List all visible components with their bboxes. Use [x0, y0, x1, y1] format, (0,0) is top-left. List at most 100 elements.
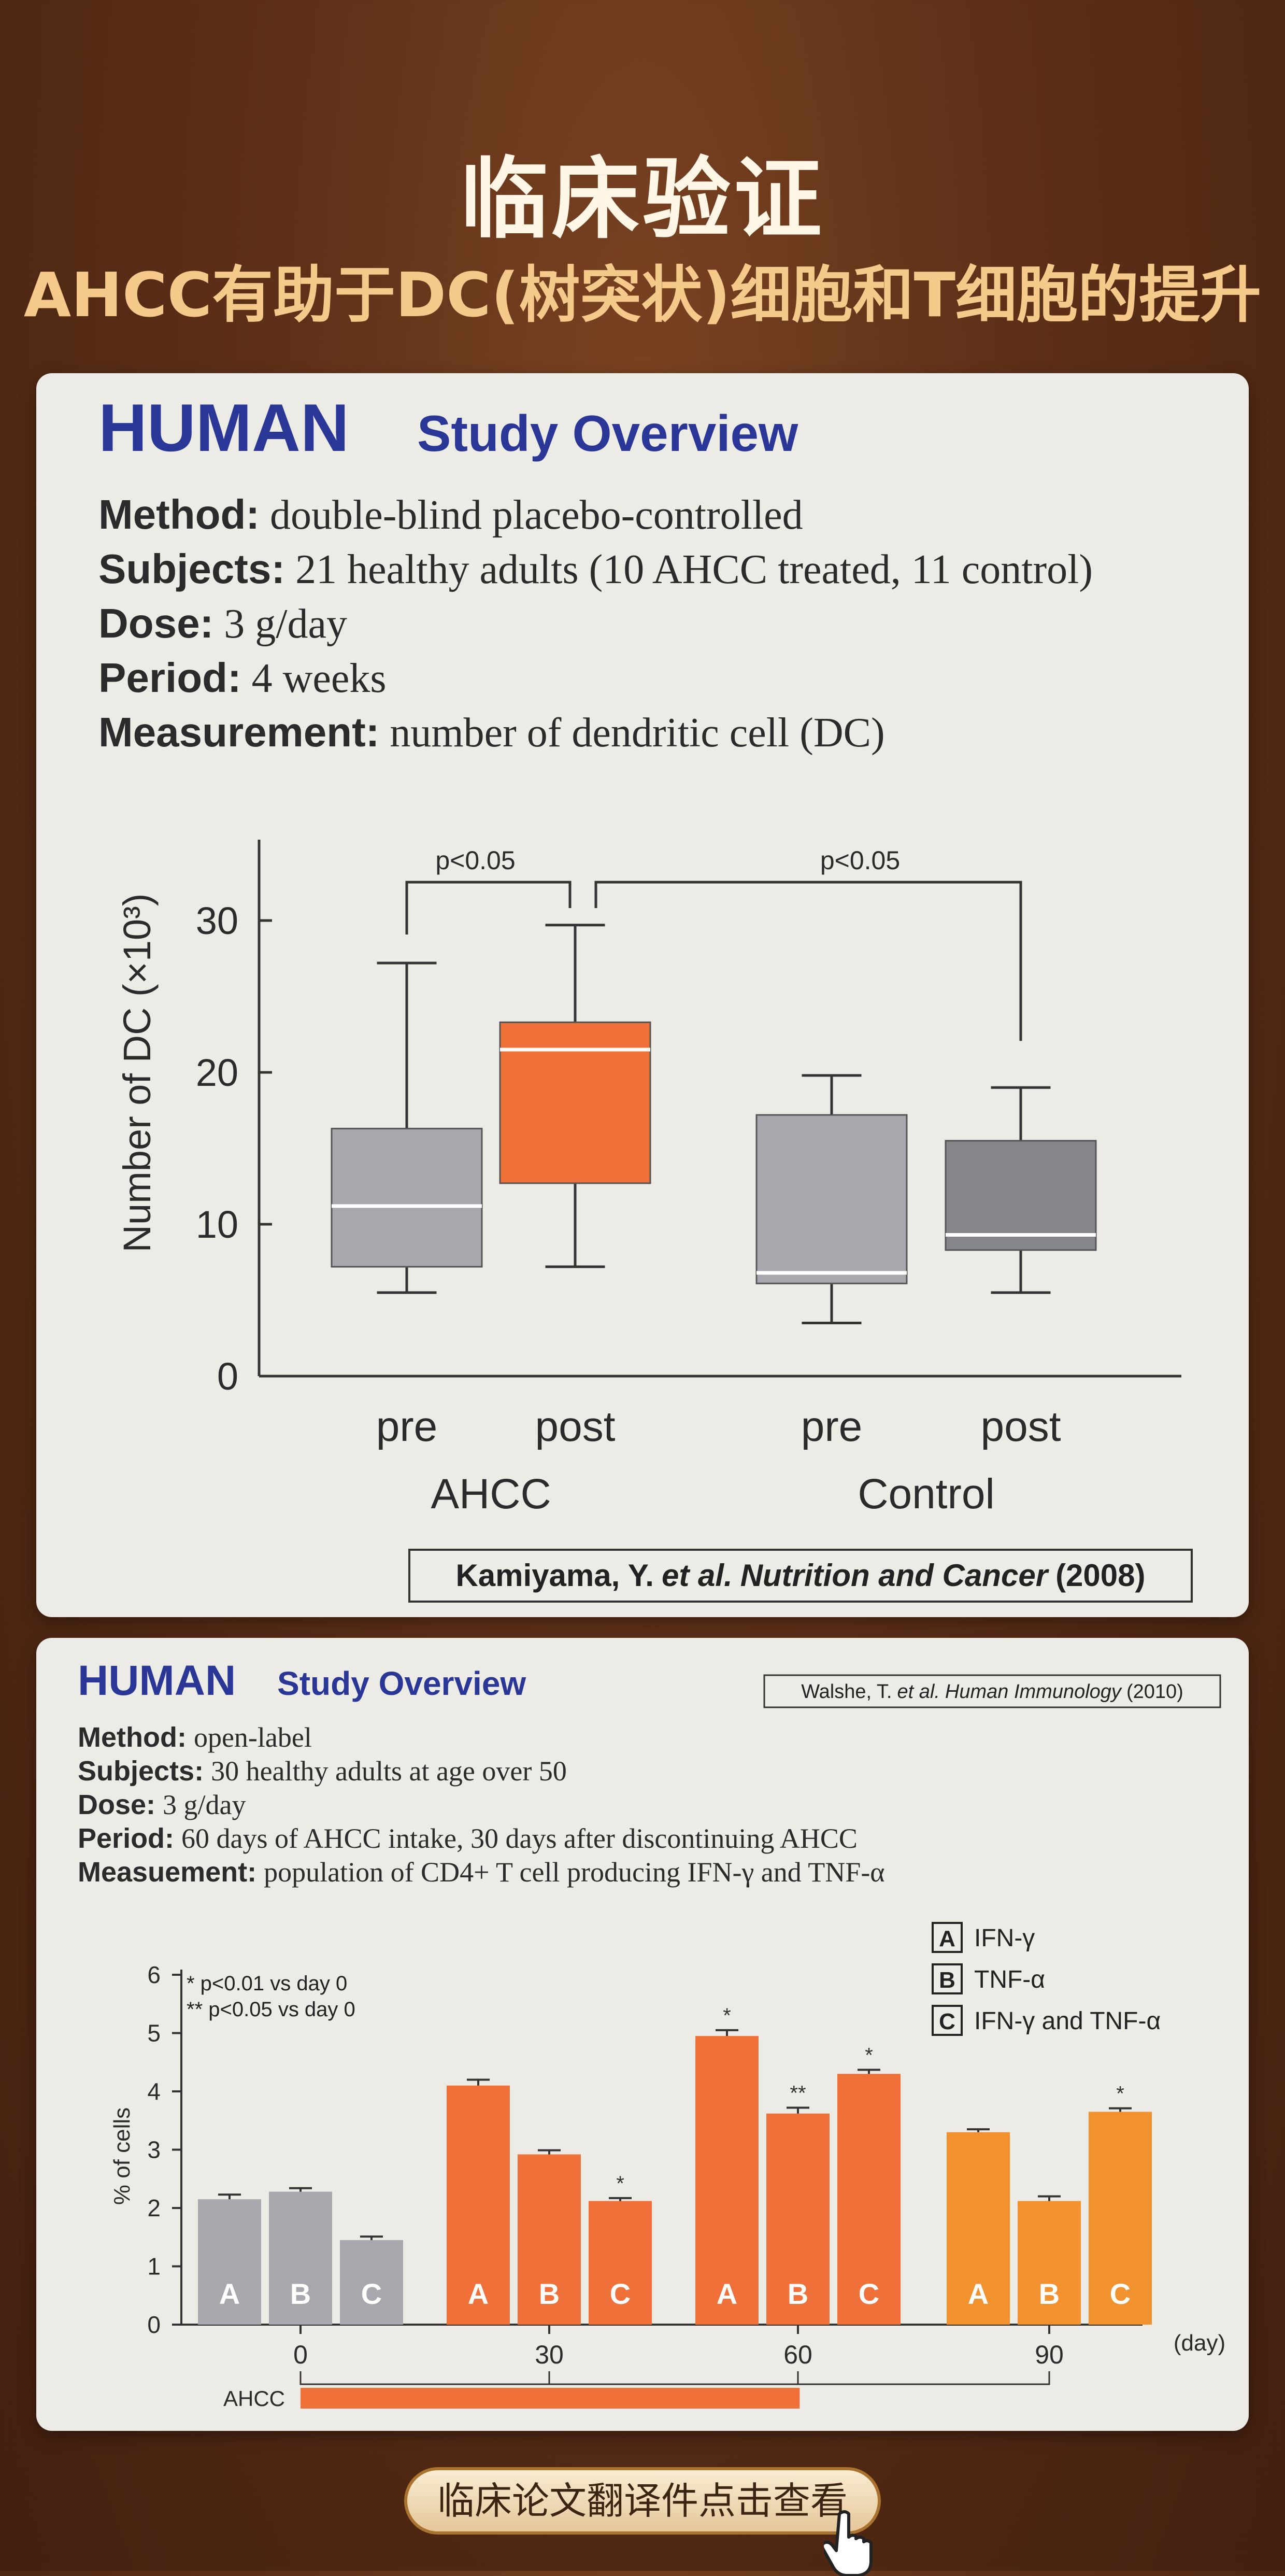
- sig-marker: *: [723, 2004, 731, 2027]
- page-subtitle: AHCC有助于DC(树突状)细胞和T细胞的提升: [23, 259, 1262, 331]
- box-ahcc-post: [499, 1021, 651, 1184]
- legend-key-C: C: [939, 2009, 955, 2034]
- study1-heading-rest: Study Overview: [417, 405, 798, 462]
- x-tick-label: post: [981, 1403, 1061, 1450]
- study1-heading-human: HUMAN: [98, 390, 349, 465]
- y-tick-label: 4: [147, 2078, 161, 2105]
- study-card-dc: HUMAN Study Overview Method: double-blind…: [36, 373, 1249, 1617]
- y-tick-label: 5: [147, 2020, 161, 2047]
- page-title: 临床验证: [460, 148, 825, 251]
- study2-note-1: * p<0.01 vs day 0: [187, 1972, 347, 1995]
- page-header: 临床验证 AHCC有助于DC(树突状)细胞和T细胞的提升: [0, 155, 1285, 325]
- study1-period-label: Period:: [98, 655, 241, 701]
- y-tick-label: 30: [196, 899, 238, 942]
- sig-marker: *: [1116, 2083, 1124, 2105]
- bar-day0-C: [340, 2240, 403, 2325]
- bar-key-label: C: [859, 2277, 879, 2310]
- legend-label: TNF-α: [974, 1966, 1045, 1993]
- study1-subjects-label: Subjects:: [98, 546, 285, 592]
- study1-period: Period: 4 weeks: [98, 655, 387, 701]
- group-label-control: Control: [858, 1470, 994, 1518]
- study1-measurement-value: number of dendritic cell (DC): [390, 710, 884, 756]
- study2-subjects: Subjects: 30 healthy adults at age over 5…: [78, 1756, 567, 1787]
- x-tick-label: post: [535, 1403, 616, 1450]
- legend-key-box: [932, 1963, 963, 1994]
- study1-method: Method: double-blind placebo-controlled: [98, 491, 803, 538]
- study2-citation-box: [763, 1674, 1221, 1708]
- bar-day90-C: [1089, 2112, 1152, 2325]
- sig-bracket-1: [405, 881, 572, 935]
- bar-day60-B: [766, 2113, 830, 2325]
- study2-note-2: ** p<0.05 vs day 0: [187, 1998, 355, 2021]
- bar-day60-C: [837, 2074, 901, 2325]
- box-control-pre: [755, 1114, 908, 1284]
- bar-day60-A: [695, 2036, 759, 2325]
- y-axis-label: Number of DC (×10³): [116, 894, 159, 1253]
- study1-dose: Dose: 3 g/day: [98, 600, 347, 647]
- bar-day0-B: [269, 2191, 332, 2325]
- sig-label-2: p<0.05: [820, 846, 900, 875]
- bar-day30-C: [589, 2201, 652, 2325]
- sig-bracket-2: [594, 881, 1022, 1041]
- y-tick-label: 0: [147, 2311, 161, 2338]
- bar-key-label: A: [468, 2277, 489, 2310]
- bar-day90-B: [1018, 2201, 1081, 2325]
- y-tick-label: 2: [147, 2195, 161, 2221]
- legend-key-B: B: [939, 1968, 955, 1993]
- x-tick-label: pre: [801, 1403, 863, 1450]
- tcell-study-figure: HUMAN Study Overview Walshe, T. et al. Hum…: [78, 1657, 1225, 2411]
- y-tick-label: 1: [147, 2253, 161, 2280]
- period-bracket: [299, 2371, 1050, 2385]
- x-tick-label: 90: [1035, 2340, 1064, 2369]
- study2-heading-rest: Study Overview: [277, 1665, 526, 1702]
- legend-key-A: A: [939, 1926, 955, 1951]
- x-tick-label: pre: [376, 1403, 438, 1450]
- study1-subjects: Subjects: 21 healthy adults (10 AHCC trea…: [98, 546, 1093, 592]
- bar-day0-A: [198, 2199, 261, 2325]
- legend-label: IFN-γ: [974, 1924, 1035, 1952]
- y-tick-label: 20: [196, 1051, 238, 1094]
- bar-key-label: B: [1039, 2277, 1060, 2310]
- x-tick-label: 30: [535, 2340, 564, 2369]
- bar-key-label: A: [968, 2277, 989, 2310]
- study1-measurement: Measurement: number of dendritic cell (DC…: [98, 709, 885, 756]
- sig-label-1: p<0.05: [435, 846, 515, 875]
- study2-period: Period: 60 days of AHCC intake, 30 days a…: [78, 1823, 858, 1854]
- y-tick-label: 6: [147, 1961, 161, 1988]
- study2-heading-human: HUMAN: [78, 1657, 236, 1704]
- legend-key-box: [932, 1922, 963, 1953]
- study2-citation: Walshe, T. et al. Human Immunology (2010): [801, 1681, 1183, 1703]
- y-tick-label: 3: [147, 2136, 161, 2163]
- group-label-ahcc: AHCC: [431, 1470, 551, 1518]
- bar-key-label: A: [717, 2277, 737, 2310]
- ahcc-period-bar: [301, 2388, 800, 2409]
- study-card-tcell: HUMAN Study Overview Walshe, T. et al. Hum…: [36, 1638, 1249, 2431]
- dc-boxplot: 0 10 20 30 Number of DC (×10³) pre post pre post…: [116, 840, 1181, 1518]
- legend-key-box: [932, 2005, 963, 2036]
- bar-key-label: B: [290, 2277, 311, 2310]
- study1-citation: Kamiyama, Y. et al. Nutrition and Cancer (2…: [455, 1558, 1145, 1593]
- study1-method-value: double-blind placebo-controlled: [270, 492, 803, 538]
- ahcc-period-label: AHCC: [223, 2386, 285, 2411]
- study1-method-label: Method:: [98, 491, 260, 537]
- sig-marker: **: [790, 2082, 806, 2105]
- bar-key-label: C: [361, 2277, 382, 2310]
- y-tick-label: 0: [217, 1355, 238, 1398]
- study1-dose-label: Dose:: [98, 600, 213, 646]
- dc-study-figure: HUMAN Study Overview Method: double-blind…: [98, 390, 1193, 1603]
- view-translation-button[interactable]: 临床论文翻译件点击查看: [404, 2467, 881, 2535]
- bar-key-label: B: [539, 2277, 560, 2310]
- bar-day30-B: [518, 2154, 581, 2325]
- x-tick-label: 0: [293, 2340, 308, 2369]
- bar-key-label: C: [1110, 2277, 1131, 2310]
- box-control-post: [945, 1140, 1097, 1251]
- tcell-legend: A IFN-γ B TNF-α C IFN-γ and TNF-α: [932, 1922, 1161, 2036]
- bar-key-label: B: [788, 2277, 808, 2310]
- study1-measurement-label: Measurement:: [98, 709, 379, 755]
- sig-marker: *: [865, 2044, 873, 2067]
- y-axis-label: % of cells: [109, 2107, 135, 2205]
- study1-subjects-value: 21 healthy adults (10 AHCC treated, 11 c…: [295, 547, 1093, 592]
- study1-citation-box: [408, 1549, 1193, 1603]
- study2-method: Method: open-label: [78, 1722, 312, 1753]
